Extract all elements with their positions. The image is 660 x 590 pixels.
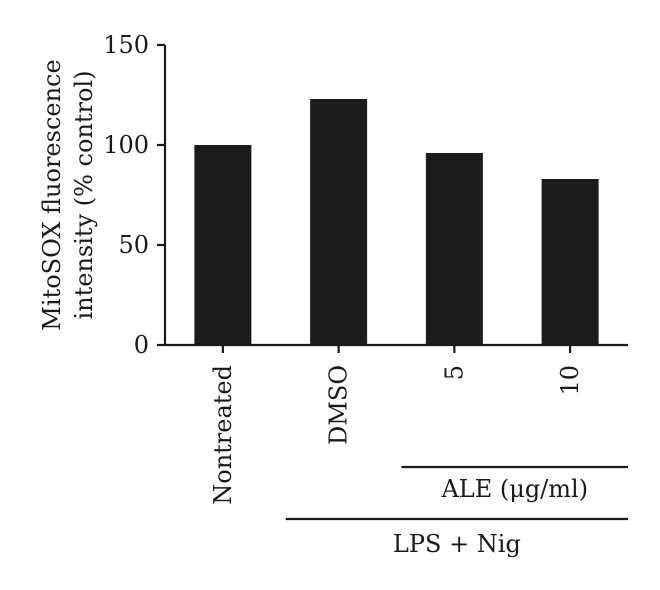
x-tick-label-1: DMSO (325, 365, 353, 445)
lps-nig-group-label: LPS + Nig (393, 530, 521, 558)
bar-1 (310, 99, 368, 345)
bar-2 (425, 153, 483, 345)
x-tick-label-0: Nontreated (209, 365, 237, 505)
bar-3 (541, 179, 599, 345)
x-tick-label-2: 5 (440, 365, 468, 380)
y-axis-label-line-1: MitoSOX fluorescence (38, 59, 66, 330)
y-tick-label-1: 50 (118, 231, 149, 259)
x-axis-ticks (221, 345, 572, 353)
y-tick-label-2: 100 (103, 131, 149, 159)
y-axis-label-line-2: intensity (% control) (70, 70, 98, 319)
y-axis-label: MitoSOX fluorescence intensity (% contro… (38, 59, 98, 330)
x-axis-labels: Nontreated DMSO 5 10 (209, 365, 584, 505)
ale-group-label: ALE (μg/ml) (440, 475, 588, 503)
y-tick-label-3: 150 (103, 31, 149, 59)
y-axis-ticks: 0 50 100 150 (103, 31, 165, 359)
group-brackets: ALE (μg/ml) LPS + Nig (285, 465, 628, 558)
x-tick-label-3: 10 (556, 365, 584, 396)
bars (194, 99, 599, 345)
y-tick-label-0: 0 (134, 331, 149, 359)
bar-0 (194, 145, 252, 345)
